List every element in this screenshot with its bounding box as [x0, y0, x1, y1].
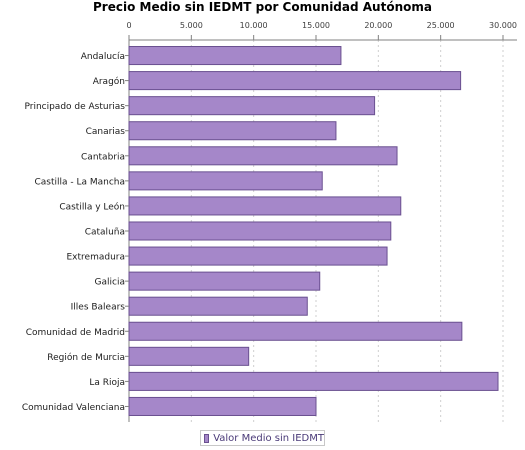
bar: [128, 396, 317, 416]
chart-title: Precio Medio sin IEDMT por Comunidad Aut…: [93, 0, 432, 14]
category-label: Andalucía: [81, 52, 125, 62]
bar: [128, 71, 462, 91]
category-label: Illes Balears: [71, 303, 126, 313]
bar: [128, 121, 337, 141]
category-label: Canarias: [86, 127, 126, 137]
category-label: La Rioja: [89, 378, 125, 388]
x-tick-label: 20.000: [364, 21, 392, 30]
category-label: Cantabria: [81, 152, 125, 162]
category-label: Principado de Asturias: [24, 102, 125, 112]
x-tick-label: 0: [126, 21, 131, 30]
bar: [128, 246, 388, 266]
bar: [128, 196, 402, 216]
category-label: Galicia: [95, 278, 125, 288]
category-label: Castilla y León: [59, 201, 125, 212]
category-label: Castilla - La Mancha: [34, 177, 125, 187]
x-tick-label: 30.000: [489, 21, 517, 30]
category-label: Aragón: [93, 76, 125, 87]
category-label: Región de Murcia: [47, 352, 125, 363]
bar: [128, 146, 398, 166]
category-label: Comunidad de Madrid: [26, 328, 125, 338]
legend-swatch: [204, 433, 210, 443]
bar: [128, 96, 376, 116]
category-label: Extremadura: [67, 253, 126, 263]
x-tick-label: 25.000: [427, 21, 455, 30]
x-tick-label: 10.000: [240, 21, 268, 30]
x-tick-label: 15.000: [302, 21, 330, 30]
bar: [128, 46, 342, 66]
category-label: Comunidad Valenciana: [22, 403, 125, 413]
bar: [128, 321, 463, 341]
category-label: Cataluña: [85, 228, 125, 238]
bar: [128, 346, 250, 366]
bar: [128, 221, 392, 241]
bar: [128, 271, 321, 291]
x-tick-label: 5.000: [180, 21, 203, 30]
legend: Valor Medio sin IEDMT: [200, 430, 325, 446]
legend-label: Valor Medio sin IEDMT: [213, 432, 324, 444]
bar: [128, 171, 323, 191]
bar: [128, 371, 499, 391]
bar: [128, 296, 308, 316]
